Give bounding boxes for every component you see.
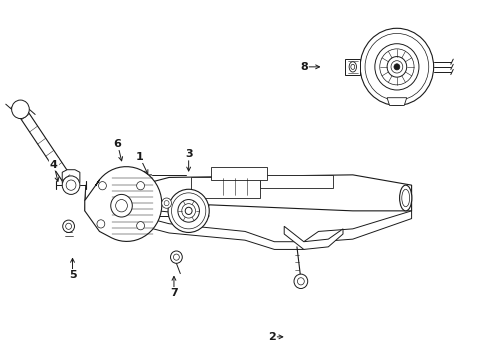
Text: 1: 1 <box>136 152 144 162</box>
Circle shape <box>394 64 400 70</box>
Circle shape <box>62 176 80 194</box>
Circle shape <box>178 199 199 222</box>
Circle shape <box>171 251 182 263</box>
Circle shape <box>375 44 419 90</box>
Circle shape <box>294 274 308 288</box>
Text: 7: 7 <box>170 288 178 298</box>
Polygon shape <box>387 98 407 105</box>
Circle shape <box>172 193 206 229</box>
Text: 6: 6 <box>114 139 122 149</box>
Polygon shape <box>284 226 343 249</box>
Polygon shape <box>345 59 360 75</box>
Circle shape <box>137 181 145 190</box>
Ellipse shape <box>400 185 412 211</box>
Circle shape <box>66 223 72 229</box>
Text: 3: 3 <box>185 149 193 159</box>
Polygon shape <box>260 175 333 188</box>
Text: 4: 4 <box>50 159 58 170</box>
Circle shape <box>380 49 414 85</box>
Circle shape <box>63 220 74 233</box>
Circle shape <box>98 181 106 190</box>
Circle shape <box>97 220 105 228</box>
Text: 8: 8 <box>300 62 308 72</box>
Text: 5: 5 <box>69 270 76 280</box>
Circle shape <box>168 189 209 233</box>
Ellipse shape <box>349 62 357 72</box>
Polygon shape <box>85 167 162 242</box>
Circle shape <box>391 61 403 73</box>
Circle shape <box>297 278 304 285</box>
Polygon shape <box>130 211 412 249</box>
Ellipse shape <box>351 64 355 69</box>
Circle shape <box>162 198 172 208</box>
Circle shape <box>12 100 29 118</box>
Ellipse shape <box>402 189 410 207</box>
Circle shape <box>387 57 407 77</box>
Polygon shape <box>211 167 267 180</box>
Circle shape <box>164 201 169 206</box>
Circle shape <box>360 28 434 105</box>
Circle shape <box>182 204 196 218</box>
Circle shape <box>66 180 76 190</box>
Circle shape <box>137 222 145 230</box>
Polygon shape <box>130 175 412 211</box>
Circle shape <box>185 207 192 215</box>
Polygon shape <box>62 170 80 183</box>
Circle shape <box>173 254 179 260</box>
Text: 2: 2 <box>268 332 276 342</box>
Polygon shape <box>191 177 260 198</box>
Circle shape <box>116 199 127 212</box>
Circle shape <box>111 194 132 217</box>
